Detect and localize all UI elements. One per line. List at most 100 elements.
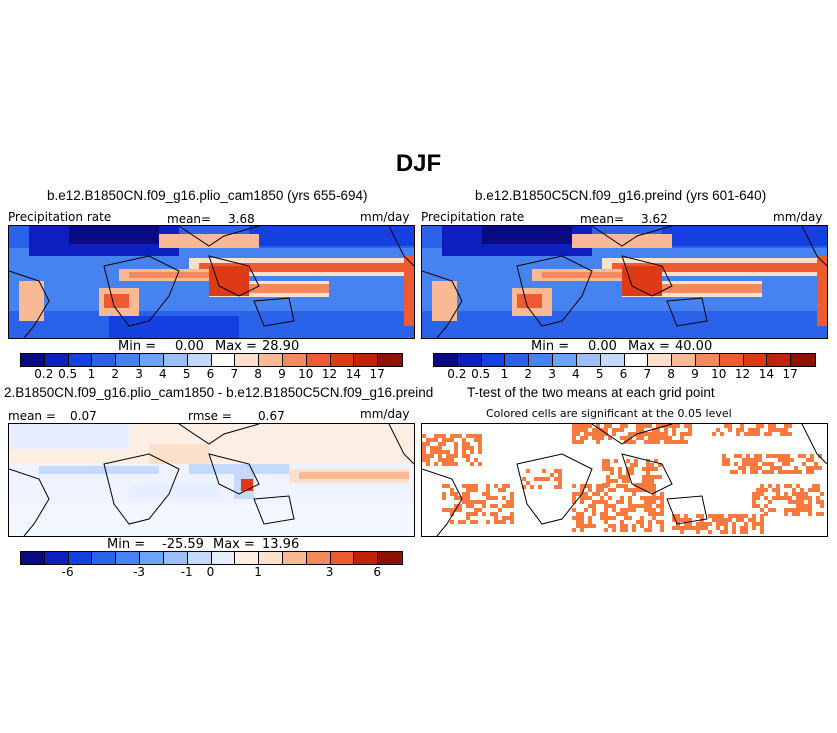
significant-cell [644,432,648,436]
significant-cell [808,512,812,516]
significant-cell [810,470,814,474]
significant-cell [624,508,628,512]
units-top-right: mm/day [773,210,823,224]
significant-cell [644,500,648,504]
significant-cell [664,436,668,440]
colorbar-tick-label: 10 [298,367,314,381]
colorbar-tick-label: 7 [643,367,652,381]
significant-cell [442,434,446,438]
significant-cell [624,516,628,520]
rmse-label-bottom-left: rmse = [188,409,232,423]
significant-cell [740,530,744,534]
significant-cell [466,500,470,504]
significant-cell [608,504,612,508]
significant-cell [462,496,466,500]
significant-cell [572,484,576,488]
significant-cell [740,518,744,522]
min-value-top-right: 0.00 [588,339,617,354]
significant-cell [788,484,792,488]
significant-cell [754,466,758,470]
significant-cell [454,492,458,496]
significant-cell [466,442,470,446]
significant-cell [584,432,588,436]
colorbar-tick-label: -1 [180,565,193,579]
significant-cell [660,432,664,436]
significant-cell [796,496,800,500]
significant-cell [620,520,624,524]
colorbar-swatch [354,354,379,366]
significant-cell [486,488,490,492]
significant-cell [760,514,764,518]
significant-cell [752,514,756,518]
significant-cell [604,528,608,532]
significant-cell [478,434,482,438]
significant-cell [640,520,644,524]
significant-cell [644,488,648,492]
significant-cell [814,462,818,466]
significant-cell [580,528,584,532]
colorbar-tick-label: 0.2 [34,367,54,381]
significant-cell [620,528,624,532]
significant-cell [600,436,604,440]
significant-cell [660,436,664,440]
significant-cell [742,466,746,470]
significant-cell [644,508,648,512]
mean-label-bottom-left: mean = [8,409,56,423]
significant-cell [642,479,646,483]
significant-cell [526,469,530,473]
colorbar-tick-label: 0.2 [447,367,467,381]
significant-cell [784,496,788,500]
significant-cell [784,512,788,516]
panel-title-top-right: b.e12.B1850C5CN.f09_g16.preind (yrs 601-… [475,188,767,203]
significant-cell [558,485,562,489]
significant-cell [596,424,600,428]
significant-cell [756,522,760,526]
significant-cell [572,428,576,432]
significant-cell [458,508,462,512]
significant-cell [584,428,588,432]
significant-cell [720,522,724,526]
significant-cell [744,530,748,534]
significant-cell [818,454,822,458]
colorbar-swatch [553,354,577,366]
significant-cell [660,520,664,524]
significant-cell [612,508,616,512]
significant-cell [576,424,580,428]
significant-cell [642,475,646,479]
colorbar-tick-label: 14 [758,367,775,381]
significant-cell [628,500,632,504]
significant-cell [672,424,676,428]
significant-cell [776,496,780,500]
significant-cell [742,462,746,466]
significant-cell [808,496,812,500]
significant-cell [576,440,580,444]
significant-cell [632,488,636,492]
significant-cell [804,508,808,512]
significant-cell [466,496,470,500]
significant-cell [470,520,474,524]
significant-cell [498,488,502,492]
significant-cell [668,436,672,440]
significant-cell [704,526,708,530]
colorbar-tick-label: 4 [159,367,167,381]
significant-cell [572,516,576,520]
significant-cell [722,462,726,466]
significant-cell [576,524,580,528]
significant-cell [800,500,804,504]
significant-cell [788,500,792,504]
significant-cell [604,504,608,508]
significant-cell [474,438,478,442]
significant-cell [762,462,766,466]
significant-cell [778,470,782,474]
significant-cell [770,470,774,474]
significant-cell [808,504,812,508]
significant-cell [478,442,482,446]
significant-cell [572,508,576,512]
significant-cell [474,484,478,488]
colorbar-swatch [378,354,402,366]
significant-cell [772,428,776,432]
significant-cell [592,508,596,512]
significant-cell [708,522,712,526]
significant-cell [438,450,442,454]
significant-cell [712,432,716,436]
